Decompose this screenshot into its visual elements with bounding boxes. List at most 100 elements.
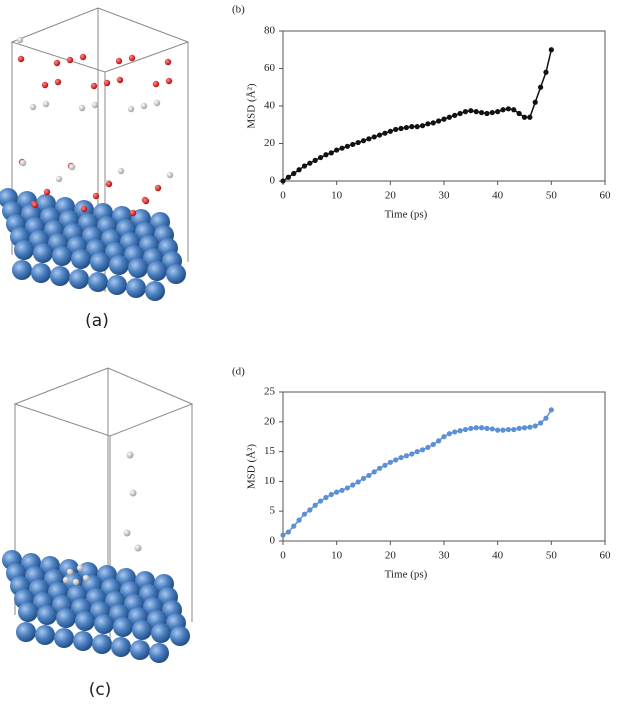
atom [29, 103, 37, 111]
atom [128, 54, 136, 62]
image-label: (a) [85, 311, 109, 331]
metal-atom [92, 634, 112, 654]
data-point [350, 482, 356, 488]
x-axis-label: Time (ps) [385, 569, 428, 581]
metal-atom [88, 272, 108, 292]
atom [66, 56, 74, 64]
atom [31, 201, 39, 209]
data-point [307, 507, 313, 513]
x-tick-label: 50 [546, 550, 558, 562]
x-tick-label: 0 [280, 190, 286, 202]
data-point [323, 152, 329, 158]
metal-atom [111, 637, 131, 657]
data-point [296, 517, 302, 523]
y-axis-label: MSD (Å²) [246, 83, 258, 128]
metal-atom [35, 625, 55, 645]
metal-atom [33, 243, 53, 263]
data-point [500, 107, 506, 113]
metal-atom [90, 252, 110, 272]
data-point [403, 124, 410, 131]
data-point [355, 479, 361, 485]
data-point [473, 109, 479, 115]
y-tick-label: 20 [264, 137, 276, 149]
data-point [280, 178, 286, 184]
data-point [398, 454, 404, 461]
data-point [366, 136, 372, 142]
atom [166, 171, 174, 179]
atom [55, 175, 63, 183]
data-point [468, 425, 474, 431]
metal-atom [109, 255, 129, 275]
data-point [484, 425, 490, 431]
atom [103, 79, 111, 87]
data-point [312, 157, 318, 163]
x-tick-label: 0 [280, 550, 286, 562]
metal-atom [147, 261, 167, 281]
atom [129, 489, 137, 497]
data-point [285, 529, 291, 535]
data-point [457, 428, 463, 434]
data-point [317, 154, 324, 161]
y-axis-label: MSD (Å²) [246, 444, 258, 489]
data-point [478, 425, 485, 431]
atom [117, 167, 125, 175]
data-point [527, 114, 533, 120]
y-tick-label: 80 [264, 25, 276, 37]
data-point [382, 130, 388, 136]
data-point [527, 424, 533, 430]
metal-atom [54, 628, 74, 648]
data-point [495, 427, 501, 433]
x-tick-label: 60 [600, 550, 612, 562]
data-point [377, 465, 383, 471]
data-point [430, 441, 436, 448]
data-point [521, 425, 528, 431]
data-line [282, 49, 553, 182]
data-point [403, 453, 410, 459]
data-point [500, 427, 506, 433]
atom [78, 104, 86, 112]
atom [140, 102, 148, 110]
data-point [446, 114, 452, 120]
y-tick-label: 40 [264, 100, 276, 112]
atom [91, 101, 99, 109]
data-point [360, 138, 367, 144]
atom [152, 80, 160, 88]
data-point [489, 426, 495, 432]
y-tick-label: 25 [264, 386, 276, 398]
data-point [317, 498, 324, 504]
atom [66, 568, 74, 576]
atom [123, 529, 131, 537]
data-point [296, 167, 302, 173]
atom [105, 180, 113, 188]
x-tick-label: 40 [492, 190, 504, 202]
data-point [323, 494, 329, 501]
metal-atom [37, 605, 57, 625]
x-tick-label: 30 [439, 190, 451, 202]
data-point [387, 128, 393, 134]
atom [129, 209, 137, 217]
plot-area [282, 391, 606, 542]
data-point [328, 491, 334, 498]
atom [116, 76, 124, 84]
data-point [468, 108, 474, 114]
atom [42, 100, 50, 108]
atom [68, 163, 76, 171]
data-point [548, 47, 554, 53]
data-point [339, 487, 345, 493]
data-point [355, 139, 361, 146]
metal-atom [128, 258, 148, 278]
data-point [334, 147, 340, 153]
atom [127, 105, 135, 113]
x-tick-label: 30 [439, 550, 451, 562]
metal-atom [14, 240, 34, 260]
data-point [484, 110, 490, 117]
y-tick-label: 20 [264, 415, 276, 427]
atom [19, 159, 27, 167]
atom [62, 576, 70, 584]
x-tick-label: 50 [546, 190, 558, 202]
data-point [452, 112, 458, 118]
atom [82, 574, 90, 582]
atom [165, 77, 173, 85]
data-point [478, 109, 485, 116]
data-point [366, 472, 372, 479]
